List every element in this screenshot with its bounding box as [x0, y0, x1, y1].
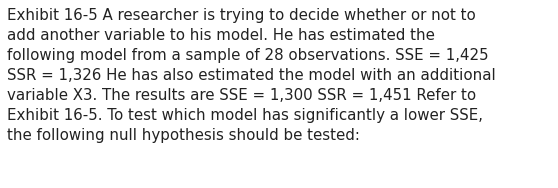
- Text: Exhibit 16-5 A researcher is trying to decide whether or not to
add another vari: Exhibit 16-5 A researcher is trying to d…: [7, 8, 496, 143]
